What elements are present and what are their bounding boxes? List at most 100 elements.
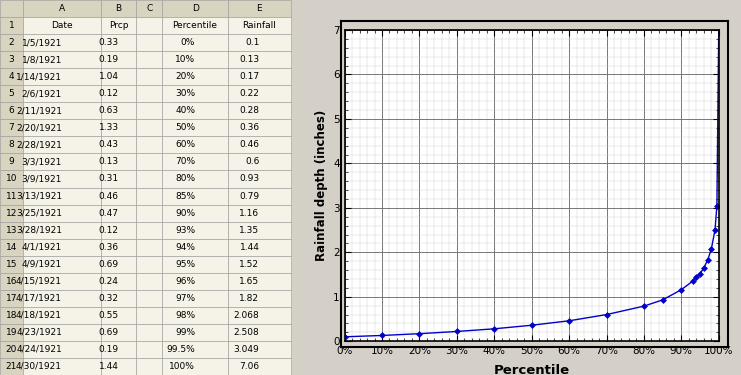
Bar xyxy=(162,273,228,290)
Bar xyxy=(162,17,228,34)
Text: 0%: 0% xyxy=(181,38,195,47)
Bar xyxy=(162,256,228,273)
Bar xyxy=(162,307,228,324)
Text: 60%: 60% xyxy=(175,140,195,149)
Text: 1/8/1921: 1/8/1921 xyxy=(21,55,62,64)
Text: 0.46: 0.46 xyxy=(239,140,259,149)
Bar xyxy=(23,153,101,171)
Text: 2/11/1921: 2/11/1921 xyxy=(16,106,62,115)
Text: 1.35: 1.35 xyxy=(239,226,259,235)
Bar xyxy=(0,85,23,102)
Text: 7.06: 7.06 xyxy=(239,362,259,371)
Bar xyxy=(101,341,136,358)
Text: 30%: 30% xyxy=(175,89,195,98)
Text: 90%: 90% xyxy=(175,209,195,218)
Text: 4: 4 xyxy=(9,72,14,81)
Bar xyxy=(162,0,228,17)
Text: 10: 10 xyxy=(6,174,17,183)
Bar xyxy=(228,204,290,222)
Bar xyxy=(136,0,162,17)
Text: 3/9/1921: 3/9/1921 xyxy=(21,174,62,183)
Text: 2.508: 2.508 xyxy=(233,328,259,337)
Text: 3.049: 3.049 xyxy=(233,345,259,354)
Text: 0.24: 0.24 xyxy=(99,277,119,286)
Text: 70%: 70% xyxy=(175,158,195,166)
Bar xyxy=(101,51,136,68)
Bar xyxy=(136,102,162,119)
Text: 1/14/1921: 1/14/1921 xyxy=(16,72,62,81)
Bar xyxy=(228,273,290,290)
Text: 0.79: 0.79 xyxy=(239,192,259,201)
Bar xyxy=(0,51,23,68)
Text: 100%: 100% xyxy=(169,362,195,371)
Bar xyxy=(23,273,101,290)
Bar xyxy=(162,341,228,358)
Bar xyxy=(23,171,101,188)
Text: 1.44: 1.44 xyxy=(99,362,119,371)
Text: 14: 14 xyxy=(6,243,17,252)
Text: 95%: 95% xyxy=(175,260,195,269)
Bar xyxy=(136,171,162,188)
Bar xyxy=(162,222,228,238)
Bar xyxy=(0,119,23,136)
Bar xyxy=(101,324,136,341)
Bar xyxy=(136,358,162,375)
Bar xyxy=(228,17,290,34)
Text: 1.52: 1.52 xyxy=(239,260,259,269)
Text: 2/28/1921: 2/28/1921 xyxy=(16,140,62,149)
Text: 0.32: 0.32 xyxy=(99,294,119,303)
Text: 4/18/1921: 4/18/1921 xyxy=(16,311,62,320)
Text: 9: 9 xyxy=(9,158,14,166)
Bar xyxy=(228,102,290,119)
Bar xyxy=(101,358,136,375)
Text: 3/13/1921: 3/13/1921 xyxy=(16,192,62,201)
Bar xyxy=(101,0,136,17)
Bar xyxy=(162,188,228,204)
Text: 1.04: 1.04 xyxy=(99,72,119,81)
Bar xyxy=(101,119,136,136)
Text: 0.36: 0.36 xyxy=(99,243,119,252)
Text: 0.93: 0.93 xyxy=(239,174,259,183)
Text: 3/28/1921: 3/28/1921 xyxy=(16,226,62,235)
Bar xyxy=(101,188,136,204)
Text: 0.6: 0.6 xyxy=(245,158,259,166)
Bar xyxy=(162,102,228,119)
Bar xyxy=(136,34,162,51)
Bar xyxy=(136,136,162,153)
Bar xyxy=(162,34,228,51)
Bar xyxy=(162,68,228,85)
Bar xyxy=(136,307,162,324)
Text: 1.65: 1.65 xyxy=(239,277,259,286)
Text: 2.068: 2.068 xyxy=(233,311,259,320)
Bar xyxy=(23,204,101,222)
Text: 80%: 80% xyxy=(175,174,195,183)
Bar xyxy=(0,273,23,290)
Bar xyxy=(136,17,162,34)
Bar xyxy=(228,324,290,341)
Text: 3: 3 xyxy=(9,55,14,64)
Text: 20: 20 xyxy=(6,345,17,354)
Bar xyxy=(23,136,101,153)
Text: 1.82: 1.82 xyxy=(239,294,259,303)
Bar xyxy=(228,85,290,102)
Bar xyxy=(228,171,290,188)
Text: 4/15/1921: 4/15/1921 xyxy=(16,277,62,286)
Text: 0.63: 0.63 xyxy=(99,106,119,115)
Bar xyxy=(101,222,136,238)
Text: 3/25/1921: 3/25/1921 xyxy=(16,209,62,218)
Text: 40%: 40% xyxy=(175,106,195,115)
Text: 93%: 93% xyxy=(175,226,195,235)
Bar xyxy=(23,307,101,324)
Text: 0.1: 0.1 xyxy=(245,38,259,47)
Text: 97%: 97% xyxy=(175,294,195,303)
Bar xyxy=(101,171,136,188)
Text: 0.12: 0.12 xyxy=(99,226,119,235)
Text: 5: 5 xyxy=(9,89,14,98)
Text: 0.33: 0.33 xyxy=(99,38,119,47)
Bar xyxy=(101,273,136,290)
Bar xyxy=(23,119,101,136)
Text: 4/9/1921: 4/9/1921 xyxy=(21,260,62,269)
Bar xyxy=(0,188,23,204)
Bar xyxy=(228,34,290,51)
Text: 1.33: 1.33 xyxy=(99,123,119,132)
